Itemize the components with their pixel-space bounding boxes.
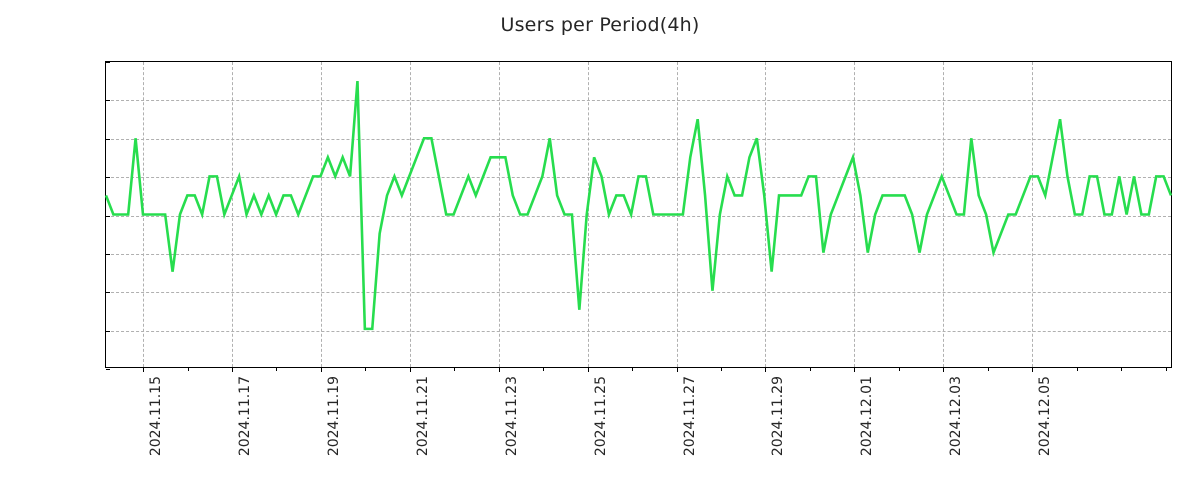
y-tick-mark <box>106 62 110 63</box>
gridline-horizontal <box>106 215 1171 217</box>
x-tick-label: 2024.12.03 <box>948 376 965 457</box>
y-tick-mark <box>106 253 110 255</box>
chart-title: Users per Period(4h) <box>500 14 700 36</box>
gridline-vertical <box>854 62 856 367</box>
gridline-vertical <box>143 62 145 367</box>
gridline-horizontal <box>106 138 1171 140</box>
x-tick-mark-minor <box>898 367 900 371</box>
gridline-vertical <box>498 62 500 367</box>
x-tick-label: 2024.12.05 <box>1037 376 1054 457</box>
x-tick-label: 2024.11.23 <box>503 376 520 457</box>
y-tick-mark <box>106 369 110 370</box>
x-tick-mark-minor <box>454 367 456 371</box>
gridline-horizontal <box>106 100 1171 102</box>
x-tick-mark-minor <box>276 367 278 371</box>
gridline-vertical <box>409 62 411 367</box>
y-tick-mark <box>106 138 110 140</box>
x-tick-label: 2024.11.17 <box>236 376 253 457</box>
gridline-vertical <box>765 62 767 367</box>
x-tick-mark-minor <box>365 367 367 371</box>
gridline-vertical <box>231 62 233 367</box>
y-tick-mark <box>106 292 110 294</box>
gridline-vertical <box>943 62 945 367</box>
y-tick-mark <box>106 177 110 179</box>
gridline-vertical <box>587 62 589 367</box>
x-tick-mark-minor <box>632 367 634 371</box>
y-tick-mark <box>106 100 110 102</box>
x-tick-mark <box>587 367 589 372</box>
x-tick-label: 2024.11.29 <box>770 376 787 457</box>
x-tick-mark-minor <box>1076 367 1078 371</box>
gridline-horizontal <box>106 292 1171 294</box>
gridline-vertical <box>676 62 678 367</box>
x-tick-mark-minor <box>543 367 545 371</box>
x-tick-mark-minor <box>1165 367 1167 371</box>
x-tick-label: 2024.11.21 <box>414 376 431 457</box>
x-tick-mark <box>143 367 145 372</box>
gridline-vertical <box>1032 62 1034 367</box>
x-tick-label: 2024.11.27 <box>681 376 698 457</box>
x-tick-mark <box>854 367 856 372</box>
x-tick-mark <box>943 367 945 372</box>
plot-area <box>104 61 1173 372</box>
gridline-horizontal <box>106 177 1171 179</box>
x-tick-mark-minor <box>721 367 722 371</box>
x-tick-label: 2024.12.01 <box>859 376 876 457</box>
x-tick-mark <box>676 367 678 372</box>
y-tick-mark <box>106 215 110 217</box>
gridline-vertical <box>320 62 322 367</box>
x-tick-label: 2024.11.19 <box>325 376 342 457</box>
x-tick-mark <box>320 367 322 372</box>
x-tick-mark <box>231 367 233 372</box>
x-tick-mark <box>1032 367 1034 372</box>
x-tick-mark <box>765 367 767 372</box>
x-tick-mark-minor <box>187 367 189 371</box>
x-tick-mark-minor <box>809 367 811 371</box>
x-tick-mark-minor <box>1121 367 1123 371</box>
y-tick-mark <box>106 330 110 332</box>
data-series-line <box>104 80 1173 331</box>
x-tick-mark <box>409 367 411 372</box>
x-tick-label: 2024.11.25 <box>592 376 609 457</box>
gridline-horizontal <box>106 330 1171 332</box>
x-tick-mark <box>498 367 500 372</box>
x-tick-label: 2024.11.15 <box>148 376 165 457</box>
gridline-horizontal <box>106 253 1171 255</box>
x-tick-mark-minor <box>987 367 989 371</box>
